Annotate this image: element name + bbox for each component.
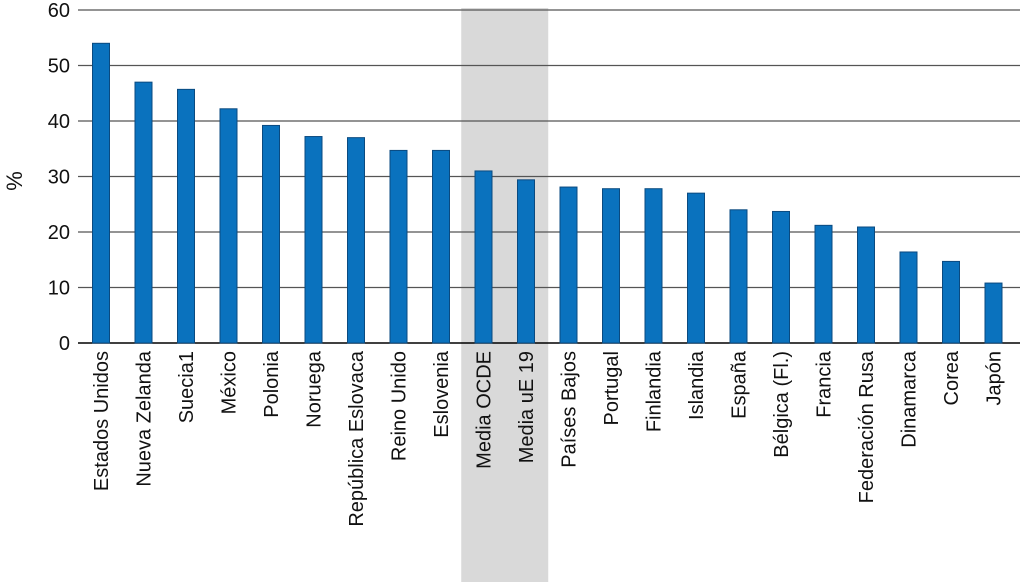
bar (219, 108, 238, 344)
y-tick-label: 10 (48, 278, 70, 300)
bar (729, 209, 748, 344)
bar (134, 81, 153, 344)
x-tick-label: Países Bajos (559, 351, 581, 468)
bar (687, 192, 705, 344)
y-tick-label: 60 (48, 0, 70, 22)
bar (644, 188, 663, 344)
x-tick-label: Eslovenia (431, 350, 453, 438)
bars (92, 42, 1003, 344)
x-tick-label: Noruega (304, 350, 326, 428)
y-tick-label: 20 (48, 222, 70, 244)
bar (984, 282, 1003, 344)
x-tick-label: España (729, 350, 751, 419)
x-tick-label: Francia (814, 350, 836, 418)
x-tick-label: República Eslovaca (346, 350, 368, 527)
x-tick-labels: Estados Unidos Nueva Zelanda Suecia1 México… (91, 350, 1006, 527)
bar (517, 179, 535, 344)
bar (814, 224, 833, 344)
x-tick-label: Reino Unido (389, 351, 411, 461)
y-tick-label: 0 (59, 333, 70, 355)
bar (942, 260, 960, 344)
bar (177, 88, 195, 344)
bar (559, 186, 578, 344)
gridlines (78, 9, 1020, 344)
x-tick-label: Suecia1 (176, 351, 198, 423)
y-tick-labels: 0 10 20 30 40 50 60 (48, 0, 70, 355)
bar (262, 124, 280, 344)
bar (304, 136, 323, 344)
y-tick-label: 30 (48, 167, 70, 189)
y-tick-label: 40 (48, 111, 70, 133)
x-tick-label: Bélgica (Fl.) (771, 351, 793, 458)
bar (899, 251, 918, 344)
highlight-band (461, 8, 549, 582)
x-tick-label: Dinamarca (899, 350, 921, 448)
bar (389, 149, 408, 344)
x-tick-label: Media uE 19 (516, 351, 538, 463)
x-tick-label: Islandia (686, 350, 708, 420)
bar (432, 149, 450, 344)
x-tick-label: Nueva Zelanda (134, 350, 156, 487)
x-tick-label: Japón (984, 351, 1006, 406)
y-tick-label: 50 (48, 56, 70, 78)
bar (772, 210, 790, 344)
x-tick-label: Media OCDE (474, 351, 496, 469)
bar (602, 188, 620, 344)
bar (92, 42, 110, 344)
x-tick-label: Corea (941, 350, 963, 405)
bar (474, 170, 493, 344)
x-tick-label: Federación Rusa (856, 350, 878, 503)
x-tick-label: Polonia (261, 350, 283, 418)
x-tick-label: Portugal (601, 351, 623, 426)
x-tick-label: Estados Unidos (91, 351, 113, 491)
x-tick-label: México (219, 351, 241, 414)
y-axis-label: % (2, 171, 27, 191)
bar (347, 137, 365, 344)
x-tick-label: Finlandia (644, 350, 666, 432)
bar (857, 226, 875, 344)
